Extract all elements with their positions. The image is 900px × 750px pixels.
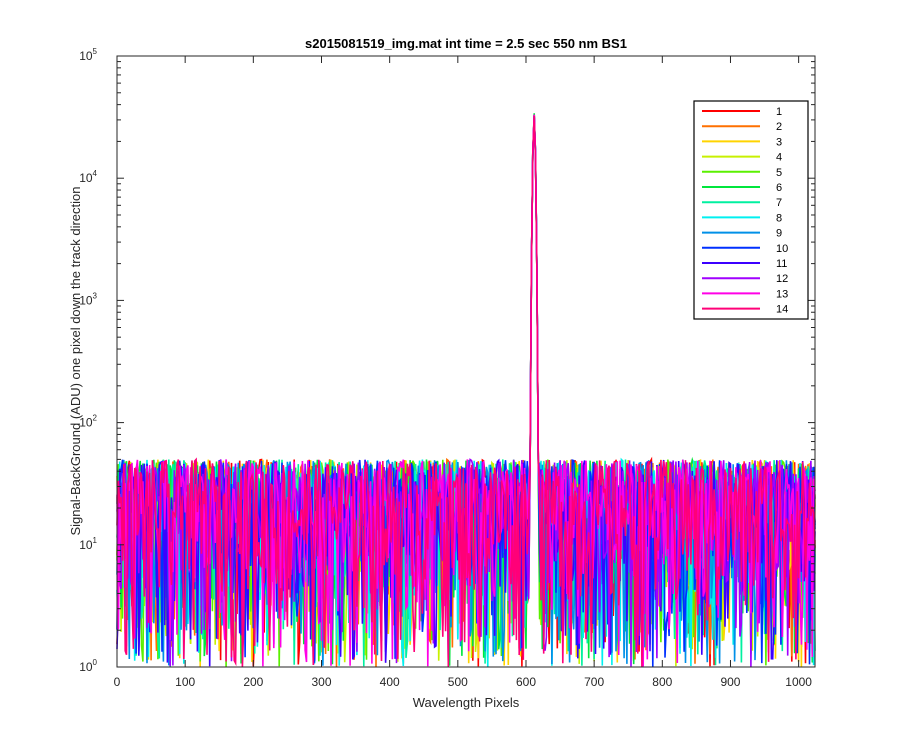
y-tick-label: 100	[79, 658, 97, 674]
y-tick-label: 103	[79, 291, 97, 307]
legend-label-13: 13	[776, 288, 788, 300]
series-layer	[116, 113, 816, 668]
y-tick-label: 101	[79, 536, 97, 552]
x-tick-label: 500	[448, 675, 468, 689]
y-tick-label: 104	[79, 169, 97, 185]
legend-label-6: 6	[776, 182, 782, 194]
y-tick-label: 105	[79, 47, 97, 63]
x-tick-label: 600	[516, 675, 536, 689]
x-tick-label: 0	[114, 675, 121, 689]
x-tick-label: 300	[311, 675, 331, 689]
x-tick-label: 100	[175, 675, 195, 689]
x-tick-label: 800	[652, 675, 672, 689]
series-line-14	[116, 115, 816, 668]
x-tick-label: 1000	[785, 675, 812, 689]
axes-layer: 0 100 200 300 400 500 600 700 800 900 100010010110…	[79, 47, 816, 689]
legend-box	[693, 100, 809, 320]
axes-box	[116, 55, 816, 668]
legend-label-11: 11	[776, 258, 787, 270]
legend-label-1: 1	[776, 106, 782, 118]
legend-label-14: 14	[776, 304, 788, 316]
y-axis-label: Signal-BackGround (ADU) one pixel down t…	[68, 186, 83, 535]
legend-label-3: 3	[776, 136, 782, 148]
legend-label-5: 5	[776, 167, 782, 179]
legend-label-4: 4	[776, 152, 782, 164]
legend-label-9: 9	[776, 228, 782, 240]
legend-label-2: 2	[776, 121, 782, 133]
x-tick-label: 700	[584, 675, 604, 689]
x-tick-label: 400	[380, 675, 400, 689]
legend-label-7: 7	[776, 197, 782, 209]
legend-label-10: 10	[776, 243, 788, 255]
x-tick-label: 200	[243, 675, 263, 689]
legend-label-12: 12	[776, 273, 788, 285]
x-axis-label: Wavelength Pixels	[413, 695, 520, 710]
legend-label-8: 8	[776, 212, 782, 224]
x-tick-label: 900	[720, 675, 740, 689]
chart-title: s2015081519_img.mat int time = 2.5 sec 5…	[305, 36, 627, 51]
y-tick-label: 102	[79, 414, 97, 430]
